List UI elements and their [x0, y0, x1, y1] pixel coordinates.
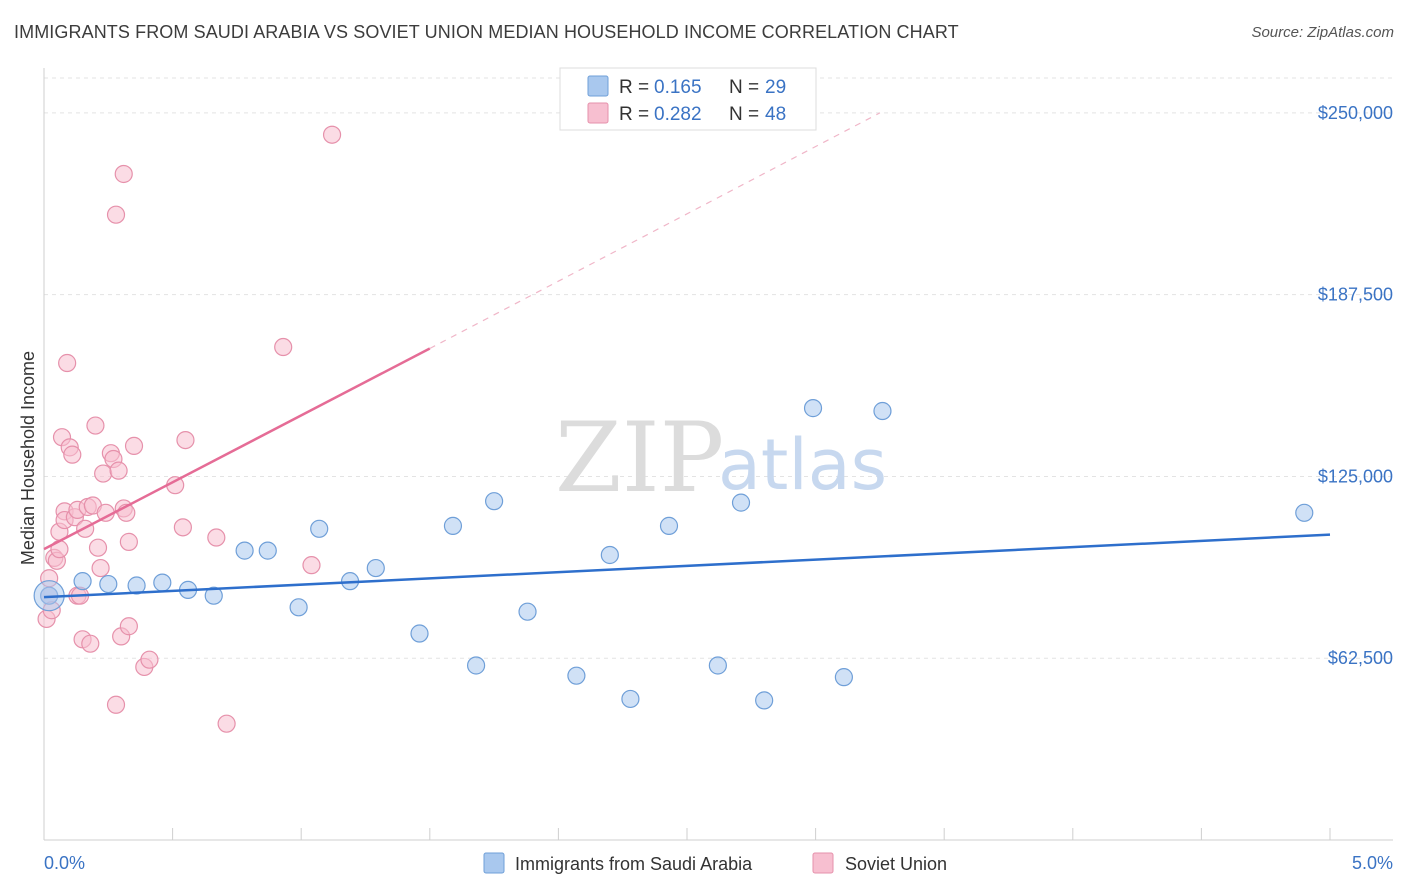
legend-r-label: R =	[619, 104, 649, 125]
soviet-point-46	[217, 714, 236, 733]
saudi-point-8	[258, 541, 277, 560]
trend-lines	[43, 112, 1331, 599]
saudi-point-23	[731, 493, 751, 512]
saudi-point-18	[567, 666, 586, 685]
saudi-point-9	[289, 598, 308, 617]
watermark-zip: ZIP	[555, 402, 724, 514]
axes	[43, 68, 1393, 841]
bottom-legend-label-saudi: Immigrants from Saudi Arabia	[515, 854, 753, 874]
saudi-point-3	[127, 576, 146, 595]
saudi-point-7	[235, 541, 254, 560]
soviet-point-43	[173, 518, 192, 537]
saudi-point-28	[1295, 503, 1314, 522]
saudi-point-19	[600, 545, 619, 565]
chart-title: IMMIGRANTS FROM SAUDI ARABIA VS SOVIET U…	[14, 22, 959, 42]
series-saudi-arabia	[33, 399, 1314, 710]
watermark-atlas: atlas	[718, 424, 887, 506]
y-tick-label-2: $187,500	[1318, 285, 1393, 305]
legend-n-label: N =	[729, 104, 759, 125]
saudi-point-24	[755, 691, 774, 710]
soviet-point-32	[109, 461, 128, 480]
soviet-point-21	[81, 634, 100, 653]
trend-line-soviet	[43, 347, 431, 551]
soviet-point-23	[86, 416, 105, 435]
legend-r-label: R =	[619, 77, 649, 98]
y-tick-labels: $62,500 $125,000 $187,500 $250,000	[1318, 103, 1393, 668]
series-soviet-union	[37, 125, 342, 733]
grid-lines	[44, 77, 1393, 659]
legend-swatch-saudi	[587, 75, 609, 97]
saudi-point-12	[366, 558, 385, 578]
soviet-point-41	[140, 650, 159, 669]
x-tick-label-max: 5.0%	[1352, 853, 1393, 873]
saudi-point-15	[466, 656, 486, 675]
trend-line-saudi	[43, 533, 1331, 599]
soviet-point-37	[119, 617, 138, 636]
soviet-point-31	[106, 695, 126, 714]
saudi-point-10	[310, 519, 329, 538]
watermark: ZIP atlas	[555, 402, 887, 514]
soviet-point-45	[207, 528, 226, 547]
saudi-point-21	[659, 516, 679, 535]
soviet-point-25	[91, 558, 110, 578]
saudi-point-27	[873, 401, 892, 421]
legend-n-value-soviet: 48	[765, 104, 786, 125]
saudi-point-14	[443, 516, 463, 535]
soviet-point-26	[94, 464, 113, 483]
saudi-point-20	[621, 689, 640, 709]
saudi-point-22	[708, 656, 727, 675]
legend-r-value-saudi: 0.165	[654, 77, 702, 98]
soviet-point-11	[58, 353, 77, 373]
soviet-point-13	[63, 445, 82, 464]
legend-n-label: N =	[729, 77, 759, 98]
legend-box: R = 0.165 N = 29 R = 0.282 N = 48	[559, 67, 817, 131]
soviet-point-24	[88, 538, 108, 557]
saudi-point-1	[73, 572, 92, 591]
saudi-point-26	[834, 668, 853, 687]
saudi-point-17	[518, 602, 537, 621]
soviet-point-38	[119, 532, 138, 551]
bottom-legend-swatch-saudi	[483, 852, 505, 874]
soviet-point-39	[124, 436, 144, 456]
y-tick-label-0: $62,500	[1328, 648, 1393, 668]
legend-r-value-soviet: 0.282	[654, 104, 702, 125]
soviet-point-35	[114, 164, 133, 184]
saudi-point-4	[153, 573, 172, 592]
saudi-point-25	[803, 399, 823, 418]
y-axis-title: Median Household Income	[18, 351, 38, 565]
legend-swatch-soviet	[587, 102, 609, 124]
source-label: Source: ZipAtlas.com	[1251, 24, 1394, 41]
saudi-point-16	[485, 492, 504, 511]
saudi-point-13	[410, 624, 429, 643]
y-tick-label-1: $125,000	[1318, 466, 1393, 486]
x-tick-label-min: 0.0%	[44, 853, 85, 873]
soviet-point-30	[106, 205, 126, 224]
soviet-point-49	[322, 125, 342, 144]
soviet-point-47	[274, 337, 293, 357]
legend-n-value-saudi: 29	[765, 77, 786, 98]
trend-line-soviet-extension	[429, 112, 881, 350]
soviet-point-44	[176, 430, 195, 450]
bottom-legend-label-soviet: Soviet Union	[845, 854, 947, 874]
bottom-legend-swatch-soviet	[812, 852, 834, 874]
bottom-legend: Immigrants from Saudi Arabia Soviet Unio…	[483, 852, 947, 874]
saudi-point-2	[99, 574, 118, 594]
y-tick-label-3: $250,000	[1318, 103, 1393, 123]
saudi-point-6	[204, 586, 223, 605]
soviet-point-48	[302, 556, 321, 575]
